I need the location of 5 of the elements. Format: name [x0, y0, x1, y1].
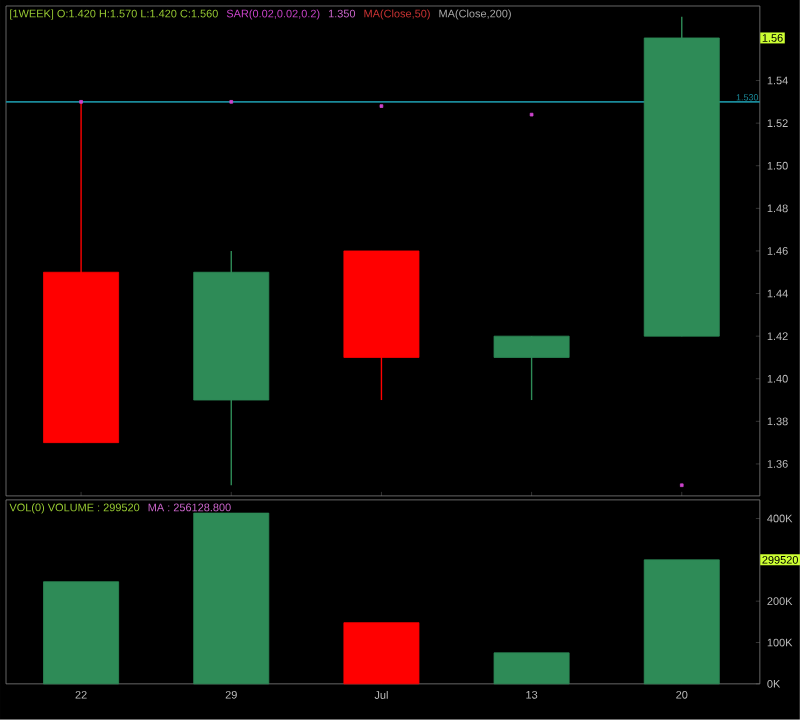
bar [43, 581, 120, 685]
bar [343, 622, 420, 685]
bar [643, 559, 720, 685]
bar [493, 652, 570, 685]
bar [193, 512, 270, 685]
